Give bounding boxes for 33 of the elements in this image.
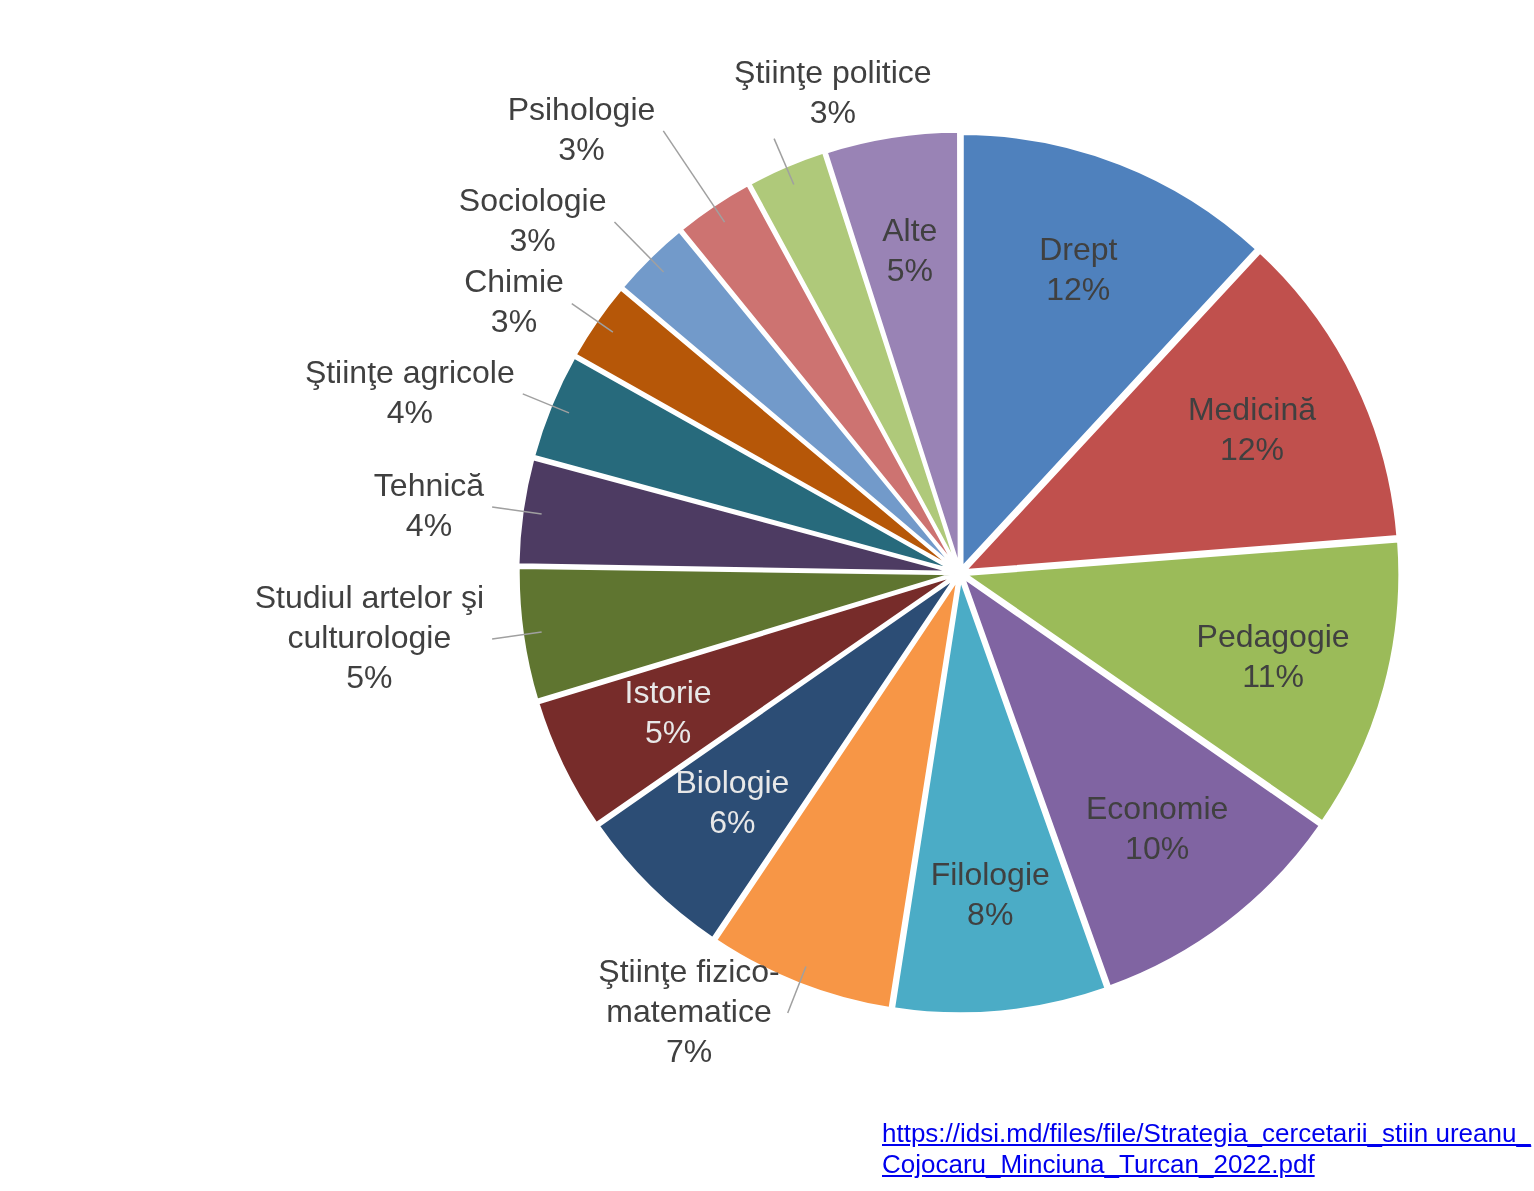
data-label: 3% <box>490 303 538 340</box>
slice-label: Pedagogie <box>1196 617 1350 654</box>
slice-label: Drept <box>1039 230 1118 267</box>
data-label: 11% <box>1242 657 1304 694</box>
data-label: 5% <box>346 658 393 695</box>
slice-label: Chimie <box>464 263 564 300</box>
data-label: 6% <box>709 803 756 840</box>
slice-label: Filologie <box>930 855 1050 892</box>
data-label: 10% <box>1125 830 1190 867</box>
data-label: 4% <box>405 506 453 543</box>
slice-label: Ştiinţe fizico-matematice <box>598 952 780 1029</box>
data-label: 5% <box>886 252 933 289</box>
data-label: 3% <box>558 130 605 167</box>
slice-label: Istorie <box>624 674 712 711</box>
data-label: 5% <box>644 714 692 751</box>
data-label: 4% <box>386 393 433 430</box>
data-label: 3% <box>809 94 856 131</box>
text: https://idsi.md/files/file/Strategia_cercetarii_stiin ureanu_Cojocaru_Minciuna_Turcan_2022.pdf <box>882 1118 1533 1180</box>
data-label: 8% <box>967 895 1014 932</box>
slice-label: Psihologie <box>507 90 656 127</box>
slice-label: Biologie <box>675 763 790 800</box>
data-label: 12% <box>1046 270 1111 307</box>
data-label: 12% <box>1219 431 1284 468</box>
slice-label: Medicină <box>1187 391 1317 428</box>
data-label: 7% <box>665 1032 713 1069</box>
slice-label: Tehnică <box>373 466 485 503</box>
slice-label: Ştiinţe politice <box>734 54 932 91</box>
data-label: 3% <box>509 221 556 258</box>
slice-label: Sociologie <box>458 181 607 218</box>
slice-label: Alte <box>882 212 938 249</box>
slice-label: Ştiinţe agricole <box>304 353 515 390</box>
slice-label: Studiul artelor şi culturologie <box>254 578 485 655</box>
slice-label: Economie <box>1085 790 1229 827</box>
